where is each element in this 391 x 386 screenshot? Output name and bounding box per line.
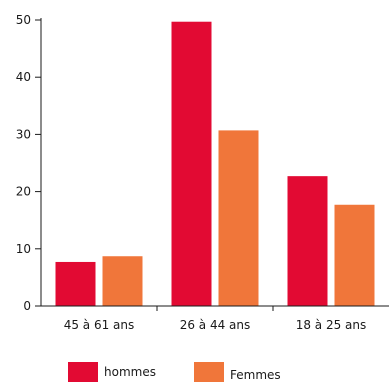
- x-category-label: 45 à 61 ans: [64, 318, 135, 332]
- bars: [55, 21, 375, 306]
- bar-femmes-0: [102, 256, 143, 306]
- y-axis: 0 10 20 30 40 50: [16, 13, 42, 313]
- y-tick-label: 10: [16, 242, 31, 256]
- bar-hommes-1: [171, 21, 212, 306]
- y-tick-label: 40: [16, 70, 31, 84]
- legend-swatch-femmes: [194, 362, 224, 382]
- y-tick-label: 50: [16, 13, 31, 27]
- legend-label-femmes: Femmes: [230, 368, 281, 382]
- y-tick-label: 20: [16, 185, 31, 199]
- bar-hommes-2: [287, 176, 328, 306]
- bar-hommes-0: [55, 261, 96, 306]
- y-tick-label: 0: [23, 299, 31, 313]
- bar-femmes-1: [218, 130, 259, 306]
- bar-femmes-2: [334, 204, 375, 306]
- y-tick-label: 30: [16, 127, 31, 141]
- legend-label-hommes: hommes: [104, 365, 156, 379]
- x-category-label: 18 à 25 ans: [296, 318, 367, 332]
- legend-swatch-hommes: [68, 362, 98, 382]
- legend: hommes Femmes: [68, 362, 281, 382]
- x-axis: 45 à 61 ans 26 à 44 ans 18 à 25 ans: [41, 305, 389, 332]
- x-category-label: 26 à 44 ans: [180, 318, 251, 332]
